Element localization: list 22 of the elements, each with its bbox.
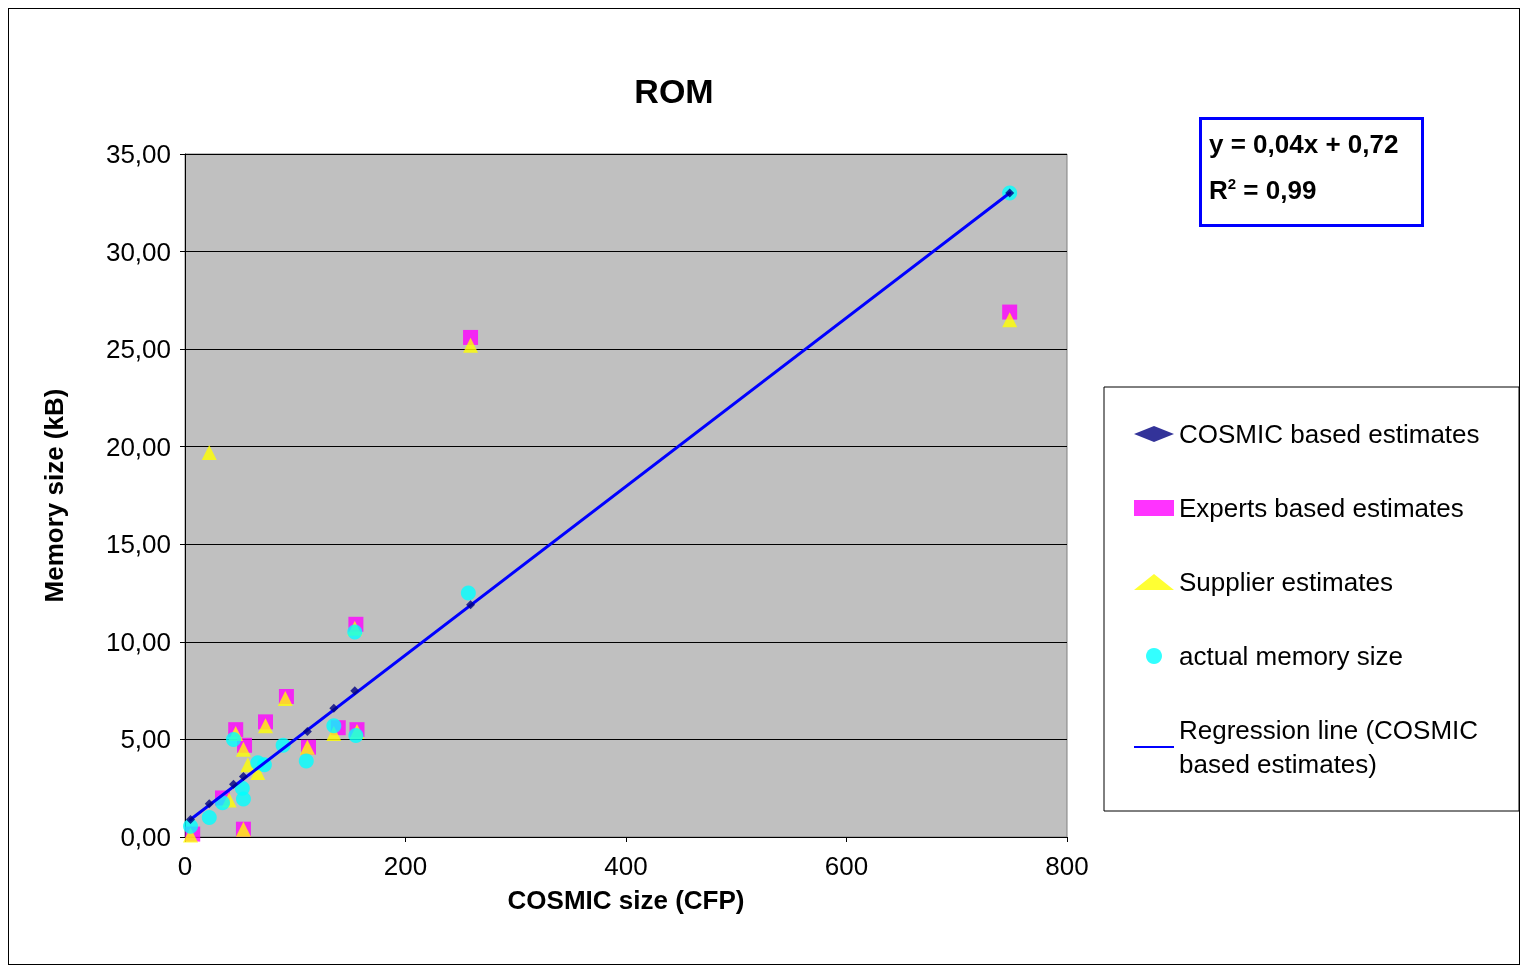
y-tick-label: 10,00 — [105, 626, 171, 657]
legend-label: Regression line (COSMIC based estimates) — [1179, 715, 1486, 779]
y-tick-label: 15,00 — [105, 529, 171, 560]
chart-title: ROM — [634, 72, 714, 110]
x-axis-title: COSMIC size (CFP) — [507, 885, 745, 915]
x-tick-label: 0 — [177, 851, 193, 881]
y-tick-label: 30,00 — [105, 236, 171, 267]
y-tick-label: 0,00 — [120, 822, 171, 852]
x-tick-label: 400 — [604, 851, 648, 881]
y-tick-label: 20,00 — [105, 431, 171, 462]
x-tick-label: 200 — [383, 851, 428, 881]
legend-label: COSMIC based estimates — [1179, 419, 1480, 449]
x-tick-label: 800 — [1045, 851, 1089, 881]
y-tick-label: 5,00 — [120, 724, 171, 755]
y-tick-label: 25,00 — [105, 334, 171, 365]
legend-label: Experts based estimates — [1179, 493, 1464, 523]
y-tick-label: 35,00 — [105, 139, 171, 169]
y-axis-title: Memory size (kB) — [39, 388, 69, 603]
text: y = 0,04x + 0,72 — [1209, 129, 1399, 159]
x-tick-label: 600 — [824, 851, 869, 881]
legend-label: Supplier estimates — [1179, 567, 1393, 597]
legend-label: actual memory size — [1179, 641, 1403, 671]
